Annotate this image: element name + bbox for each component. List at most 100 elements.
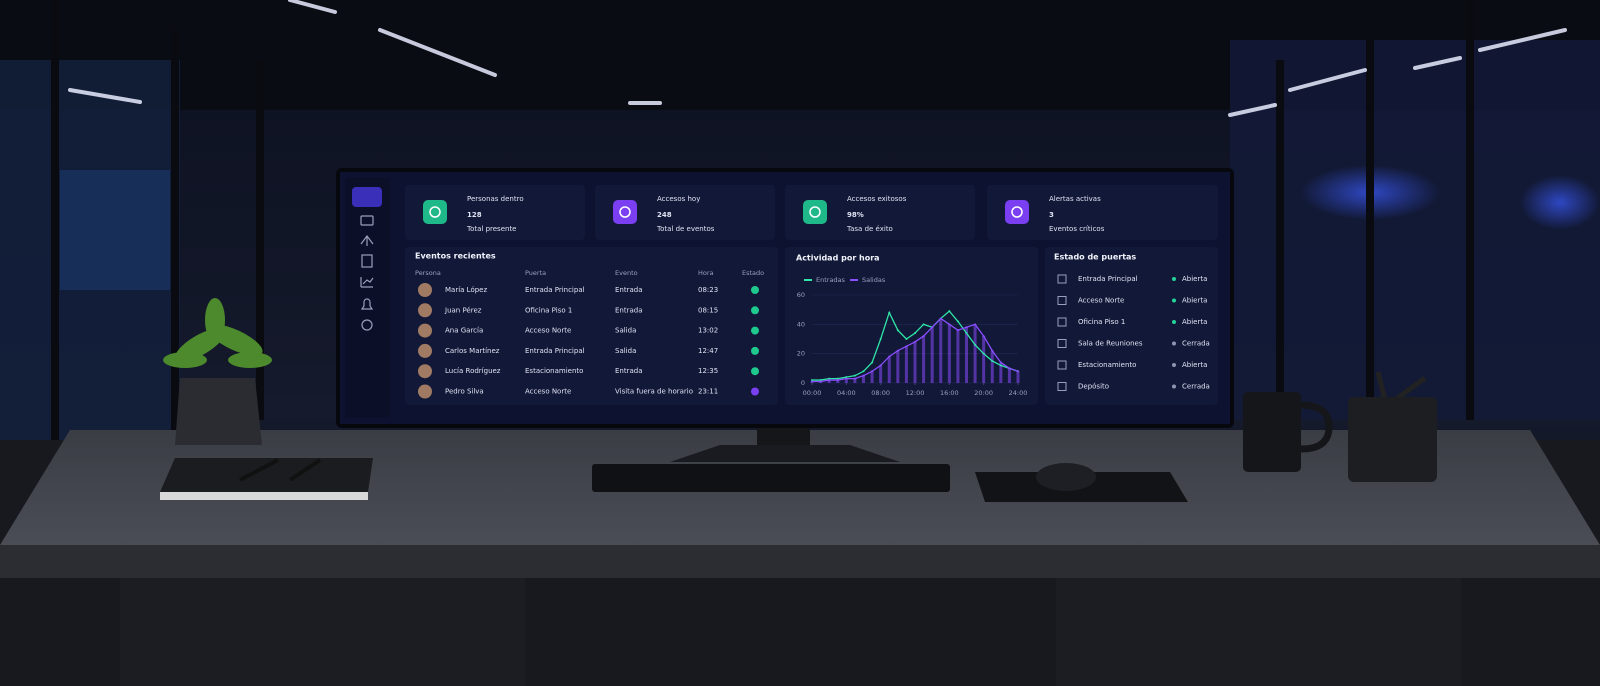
bar (1007, 368, 1011, 383)
time: 08:15 (698, 306, 718, 314)
events-panel (405, 247, 778, 405)
kpi-icon-glyph (1011, 206, 1023, 218)
point (905, 338, 908, 340)
status-icon (751, 346, 759, 355)
panel-title: Estado de puertas (1054, 253, 1136, 262)
person: Carlos Martínez (445, 347, 500, 355)
door-status: Abierta (1182, 297, 1207, 305)
door-name: Entrada Principal (1078, 275, 1138, 283)
legend-label: Entradas (816, 276, 846, 284)
kpi-value: 128 (467, 211, 482, 219)
door: Acceso Norte (525, 388, 571, 396)
event: Entrada (615, 286, 643, 294)
person: Juan Pérez (444, 306, 482, 314)
point (914, 332, 916, 335)
point (1017, 370, 1019, 373)
x-tick-label: 00:00 (803, 389, 822, 397)
nav-icon[interactable] (360, 277, 374, 288)
status-icon (751, 306, 759, 315)
kpi-sub: Total presente (466, 225, 517, 233)
status-dot (1172, 277, 1176, 281)
y-tick-label: 60 (797, 291, 805, 299)
door-status: Cerrada (1182, 340, 1210, 348)
door-icon (1057, 274, 1067, 284)
status-dot (1172, 341, 1176, 346)
event: Salida (615, 327, 636, 335)
door: Acceso Norte (525, 327, 571, 335)
door-name: Depósito (1078, 383, 1109, 391)
bar (965, 327, 968, 383)
point (853, 377, 856, 380)
nav-icon[interactable] (360, 298, 374, 310)
point (828, 377, 831, 380)
point (879, 338, 882, 340)
door-name: Estacionamiento (1078, 361, 1136, 369)
notebook (160, 458, 373, 500)
point (871, 361, 874, 364)
bar (999, 362, 1003, 383)
bar (930, 327, 934, 383)
point (922, 323, 925, 326)
nav-icon[interactable] (361, 254, 373, 268)
point (896, 329, 899, 332)
nav-icon[interactable] (360, 215, 374, 226)
point (948, 323, 951, 326)
point (956, 329, 959, 332)
nav-home[interactable] (352, 187, 382, 207)
door-name: Acceso Norte (1078, 297, 1124, 305)
mouse (975, 463, 1188, 502)
bar (862, 375, 865, 383)
door-status: Cerrada (1182, 383, 1210, 391)
person: Ana García (445, 327, 483, 335)
status-dot (1172, 298, 1176, 303)
bar (956, 330, 960, 383)
door: Entrada Principal (525, 286, 585, 294)
door-name: Oficina Piso 1 (1078, 318, 1125, 326)
kpi-sub: Tasa de éxito (846, 225, 893, 233)
avatar (418, 364, 432, 379)
kpi-icon (613, 200, 637, 224)
kpi-value: 3 (1049, 211, 1054, 219)
point (871, 370, 874, 373)
bar (853, 378, 857, 383)
kpi-sub: Total de eventos (656, 225, 715, 233)
point (999, 361, 1002, 364)
nav-icon[interactable] (361, 319, 373, 331)
point (888, 311, 891, 314)
avatar (418, 283, 432, 297)
status-icon (751, 367, 759, 376)
event: Visita fuera de horario (615, 388, 693, 396)
bar (1016, 371, 1020, 383)
point (853, 374, 856, 377)
column-header: Estado (742, 269, 764, 277)
bar (879, 365, 883, 383)
kpi-icon-glyph (429, 206, 441, 218)
chart-title: Actividad por hora (796, 254, 880, 263)
point (965, 326, 968, 329)
event: Entrada (615, 367, 643, 375)
kpi-label: Alertas activas (1049, 195, 1101, 203)
door-icon (1057, 360, 1067, 370)
point (811, 379, 813, 382)
kpi-label: Accesos exitosos (847, 195, 907, 203)
kpi-card (987, 185, 1218, 240)
kpi-value: 98% (847, 211, 864, 219)
point (1008, 367, 1011, 370)
bar (887, 356, 891, 383)
door-icon (1057, 296, 1067, 305)
bar (990, 350, 994, 383)
bar (947, 324, 951, 383)
column-header: Persona (415, 269, 441, 277)
point (811, 380, 813, 383)
point (991, 349, 994, 352)
nav-icon[interactable] (360, 235, 374, 246)
point (845, 377, 848, 380)
point (896, 349, 899, 352)
y-tick-label: 20 (797, 350, 805, 358)
point (982, 352, 985, 355)
x-tick-label: 20:00 (974, 389, 993, 397)
point (931, 326, 934, 329)
point (888, 355, 891, 358)
person: Pedro Silva (445, 388, 484, 396)
